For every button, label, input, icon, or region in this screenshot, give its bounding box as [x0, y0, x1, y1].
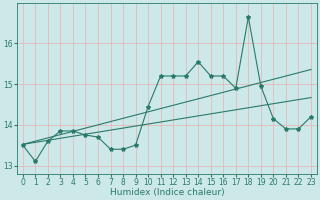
X-axis label: Humidex (Indice chaleur): Humidex (Indice chaleur) — [109, 188, 224, 197]
